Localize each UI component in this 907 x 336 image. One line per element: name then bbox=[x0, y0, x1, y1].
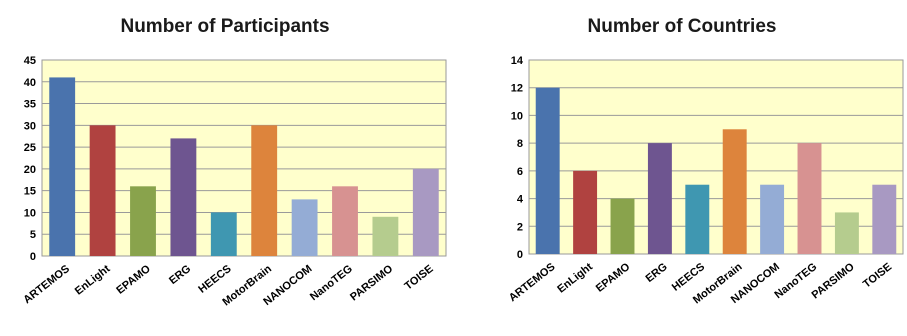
bar-parsimo bbox=[372, 216, 399, 256]
x-tick-label: HEECS bbox=[196, 263, 233, 296]
x-tick-label: ERG bbox=[167, 263, 193, 287]
bar-nanoteg bbox=[797, 143, 822, 254]
x-tick-label: PARSIMO bbox=[348, 263, 396, 304]
y-tick-label: 12 bbox=[511, 83, 523, 95]
bar-parsimo bbox=[834, 212, 859, 254]
participants-chart: Number of Participants 0 5 10 15 20 25 30 35 40 4… bbox=[0, 0, 450, 336]
x-tick-label: ARTEMOS bbox=[507, 261, 558, 304]
y-tick-label: 10 bbox=[511, 110, 523, 122]
y-tick-label: 20 bbox=[24, 164, 36, 176]
bar-nanocom bbox=[291, 199, 318, 256]
bar-toise bbox=[412, 168, 439, 256]
y-tick-label: 30 bbox=[24, 120, 36, 132]
participants-chart-svg: 0 5 10 15 20 25 30 35 40 45 ARTEMOS EnLight EPAMO ERG… bbox=[21, 55, 447, 308]
y-tick-label: 5 bbox=[30, 229, 36, 241]
y-tick-label: 2 bbox=[517, 221, 523, 233]
x-tick-label: ARTEMOS bbox=[21, 263, 72, 306]
y-tick-label: 40 bbox=[24, 77, 36, 89]
x-tick-label: EnLight bbox=[555, 261, 595, 296]
bar-nanocom bbox=[760, 184, 785, 254]
bar-enlight bbox=[573, 170, 598, 254]
chart-title: Number of Countries bbox=[587, 16, 777, 37]
y-tick-label: 4 bbox=[517, 194, 524, 206]
y-tick-label: 25 bbox=[24, 142, 36, 154]
x-tick-label: TOISE bbox=[861, 261, 894, 291]
x-tick-label: EPAMO bbox=[114, 263, 153, 297]
bar-epamo bbox=[130, 186, 156, 256]
y-tick-label: 14 bbox=[511, 55, 524, 67]
bar-motorbrain bbox=[251, 125, 278, 256]
x-tick-label: NanoTEG bbox=[308, 263, 355, 303]
bar-heecs bbox=[210, 212, 237, 256]
y-tick-label: 0 bbox=[517, 249, 523, 261]
bar-artemos bbox=[535, 87, 560, 254]
y-tick-label: 15 bbox=[24, 186, 36, 198]
bar-artemos bbox=[49, 77, 76, 256]
y-tick-label: 0 bbox=[30, 251, 36, 263]
y-tick-label: 6 bbox=[517, 166, 523, 178]
bar-motorbrain bbox=[722, 129, 747, 254]
y-tick-label: 8 bbox=[517, 138, 523, 150]
y-tick-label: 45 bbox=[24, 55, 36, 67]
bar-toise bbox=[872, 184, 897, 254]
x-tick-label: ERG bbox=[644, 261, 670, 285]
bar-erg bbox=[647, 143, 672, 254]
x-tick-label: PARSIMO bbox=[810, 261, 858, 302]
x-tick-label: EnLight bbox=[73, 263, 113, 298]
y-tick-label: 35 bbox=[24, 99, 36, 111]
bar-nanoteg bbox=[332, 186, 358, 256]
countries-chart: Number of Countries 0 2 4 6 8 10 12 14 ARTEMOS En… bbox=[457, 0, 907, 336]
bar-enlight bbox=[89, 125, 116, 256]
chart-title: Number of Participants bbox=[120, 16, 330, 37]
x-tick-label: EPAMO bbox=[594, 261, 633, 295]
x-tick-label: TOISE bbox=[402, 263, 435, 293]
bar-epamo bbox=[610, 198, 635, 254]
bar-heecs bbox=[685, 184, 710, 254]
bar-erg bbox=[170, 138, 197, 256]
y-tick-label: 10 bbox=[24, 207, 36, 219]
